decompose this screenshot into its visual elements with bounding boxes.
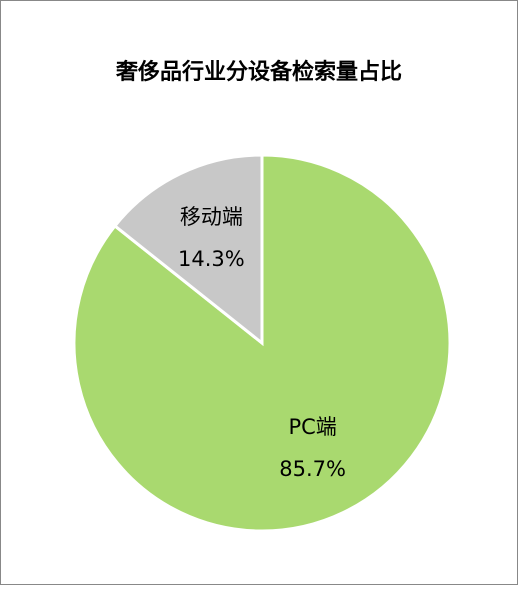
chart-title: 奢侈品行业分设备检索量占比 — [115, 59, 402, 85]
slice-value-label: 85.7% — [279, 457, 346, 481]
slice-category-label: PC端 — [288, 415, 336, 439]
pie-slice — [112, 153, 264, 347]
slice-value-label: 14.3% — [178, 247, 245, 271]
slice-category-label: 移动端 — [180, 205, 243, 229]
